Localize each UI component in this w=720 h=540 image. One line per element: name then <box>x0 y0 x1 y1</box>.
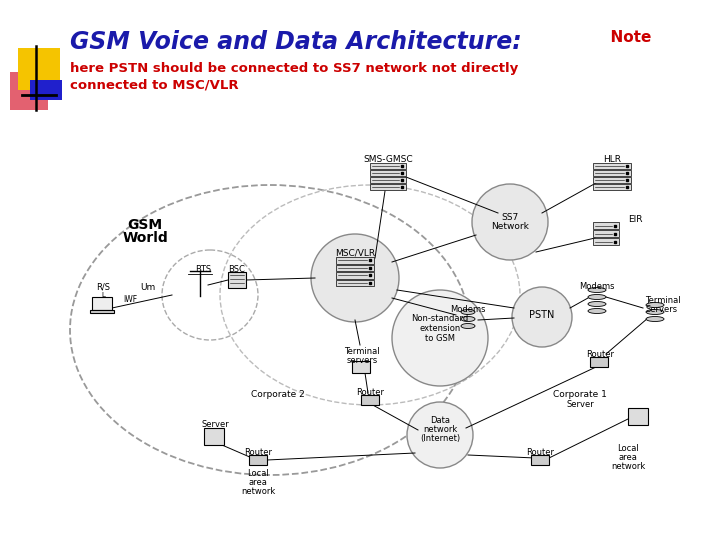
Circle shape <box>311 234 399 322</box>
Ellipse shape <box>461 323 475 328</box>
Text: Server: Server <box>566 400 594 409</box>
Text: network: network <box>611 462 645 471</box>
Text: Modems: Modems <box>580 282 615 291</box>
Bar <box>92 297 112 310</box>
Ellipse shape <box>588 294 606 300</box>
Ellipse shape <box>588 287 606 293</box>
Ellipse shape <box>588 308 606 314</box>
Bar <box>593 170 631 176</box>
Text: Local: Local <box>247 469 269 478</box>
Bar <box>336 265 374 271</box>
Text: network: network <box>241 487 275 496</box>
Bar <box>370 163 406 169</box>
Text: to GSM: to GSM <box>425 334 455 343</box>
Text: Network: Network <box>491 222 529 231</box>
Bar <box>593 184 631 190</box>
Text: L: L <box>101 292 105 298</box>
Bar <box>90 310 114 313</box>
Text: Router: Router <box>244 448 272 457</box>
Ellipse shape <box>646 309 664 314</box>
Text: network: network <box>423 425 457 434</box>
Bar <box>10 72 48 110</box>
Ellipse shape <box>588 301 606 307</box>
Text: Server: Server <box>201 420 229 429</box>
Text: R/S: R/S <box>96 283 110 292</box>
Text: BTS: BTS <box>195 265 211 274</box>
Text: Terminal: Terminal <box>645 296 680 305</box>
Text: area: area <box>248 478 267 487</box>
Text: World: World <box>122 231 168 245</box>
Ellipse shape <box>646 302 664 307</box>
Bar <box>593 177 631 183</box>
Text: PSTN: PSTN <box>529 310 554 320</box>
Text: servers: servers <box>346 356 377 365</box>
Text: (Internet): (Internet) <box>420 434 460 443</box>
Text: MSC/VLR: MSC/VLR <box>335 248 375 257</box>
Text: Non-standard: Non-standard <box>411 314 469 323</box>
Ellipse shape <box>461 316 475 321</box>
Ellipse shape <box>461 309 475 314</box>
Text: Router: Router <box>526 448 554 457</box>
Bar <box>336 272 374 279</box>
Text: extension: extension <box>419 324 461 333</box>
Bar <box>370 184 406 190</box>
Bar <box>531 455 549 465</box>
Bar <box>628 408 648 425</box>
Text: Modems: Modems <box>450 305 486 314</box>
Text: GSM Voice and Data Architecture:: GSM Voice and Data Architecture: <box>70 30 522 54</box>
Ellipse shape <box>646 316 664 321</box>
Text: BSC: BSC <box>228 265 246 274</box>
Text: SMS-GMSC: SMS-GMSC <box>363 155 413 164</box>
Bar <box>590 357 608 367</box>
Text: Router: Router <box>586 350 614 359</box>
Bar <box>370 177 406 183</box>
Circle shape <box>472 184 548 260</box>
Bar <box>361 395 379 405</box>
Bar <box>249 455 267 465</box>
Text: Corporate 1: Corporate 1 <box>553 390 607 399</box>
Bar <box>336 257 374 264</box>
Text: Um: Um <box>140 283 156 292</box>
Text: GSM: GSM <box>127 218 163 232</box>
Circle shape <box>392 290 488 386</box>
Text: EIR: EIR <box>628 215 642 224</box>
Text: Data: Data <box>430 416 450 425</box>
Bar <box>593 238 619 245</box>
Bar <box>593 222 619 229</box>
Bar <box>593 230 619 237</box>
Circle shape <box>512 287 572 347</box>
Text: Terminal: Terminal <box>344 347 380 356</box>
Bar <box>204 428 224 445</box>
Bar <box>370 170 406 176</box>
Circle shape <box>407 402 473 468</box>
Bar <box>228 272 246 288</box>
Bar <box>593 163 631 169</box>
Text: Corporate 2: Corporate 2 <box>251 390 305 399</box>
Text: Note: Note <box>600 30 652 45</box>
Text: here PSTN should be connected to SS7 network not directly: here PSTN should be connected to SS7 net… <box>70 62 518 75</box>
Text: Local: Local <box>617 444 639 453</box>
Bar <box>352 361 370 373</box>
Bar <box>18 48 60 90</box>
Text: HLR: HLR <box>603 155 621 164</box>
Text: SS7: SS7 <box>501 213 518 222</box>
Text: Servers: Servers <box>645 305 677 314</box>
Bar <box>336 280 374 286</box>
Text: IWF: IWF <box>123 295 137 304</box>
Text: area: area <box>618 453 637 462</box>
Bar <box>30 80 62 100</box>
Text: connected to MSC/VLR: connected to MSC/VLR <box>70 78 238 91</box>
Text: Router: Router <box>356 388 384 397</box>
